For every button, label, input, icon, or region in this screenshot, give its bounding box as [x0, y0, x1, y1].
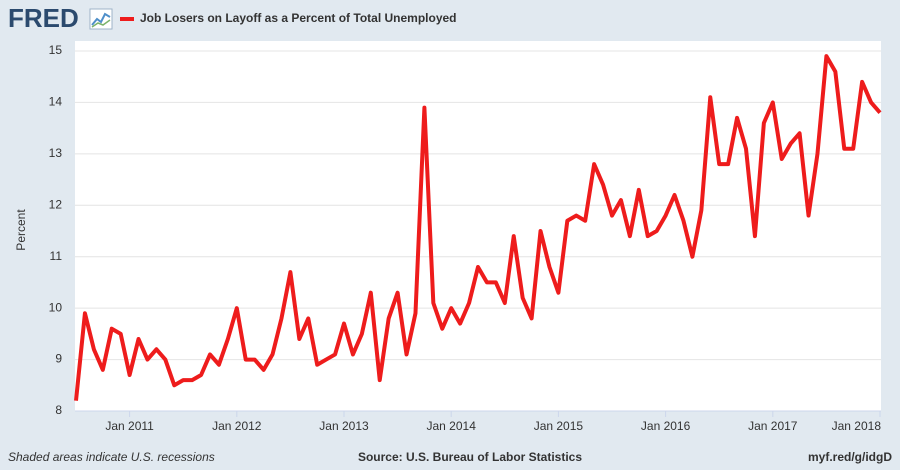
y-axis-label: Percent — [14, 209, 28, 251]
logo[interactable]: FRED — [8, 3, 79, 33]
recession-note: Shaded areas indicate U.S. recessions — [8, 450, 215, 464]
y-tick-label: 13 — [49, 146, 63, 160]
data-line — [74, 54, 882, 401]
source: Source: U.S. Bureau of Labor Statistics — [358, 450, 582, 464]
y-tick-label: 10 — [49, 300, 63, 314]
x-tick-label: Jan 2018 — [832, 419, 882, 433]
link[interactable]: myf.red/g/idgD — [808, 450, 892, 464]
logo-icon — [89, 8, 113, 30]
y-tick-label: 9 — [55, 352, 62, 366]
y-tick-label: 8 — [55, 403, 62, 417]
x-tick-label: Jan 2013 — [319, 419, 369, 433]
x-tick-label: Jan 2016 — [641, 419, 691, 433]
y-tick-label: 15 — [49, 43, 63, 57]
y-tick-label: 11 — [50, 249, 63, 263]
x-tick-label: Jan 2015 — [534, 419, 584, 433]
y-tick-label: 12 — [49, 197, 63, 211]
x-tick-label: Jan 2011 — [105, 419, 154, 433]
plot-area — [75, 41, 881, 411]
x-tick-label: Jan 2014 — [427, 419, 477, 433]
legend-label: Job Losers on Layoff as a Percent of Tot… — [140, 11, 457, 25]
x-tick-label: Jan 2017 — [748, 419, 798, 433]
x-tick-label: Jan 2012 — [212, 419, 262, 433]
y-tick-label: 14 — [49, 95, 63, 109]
